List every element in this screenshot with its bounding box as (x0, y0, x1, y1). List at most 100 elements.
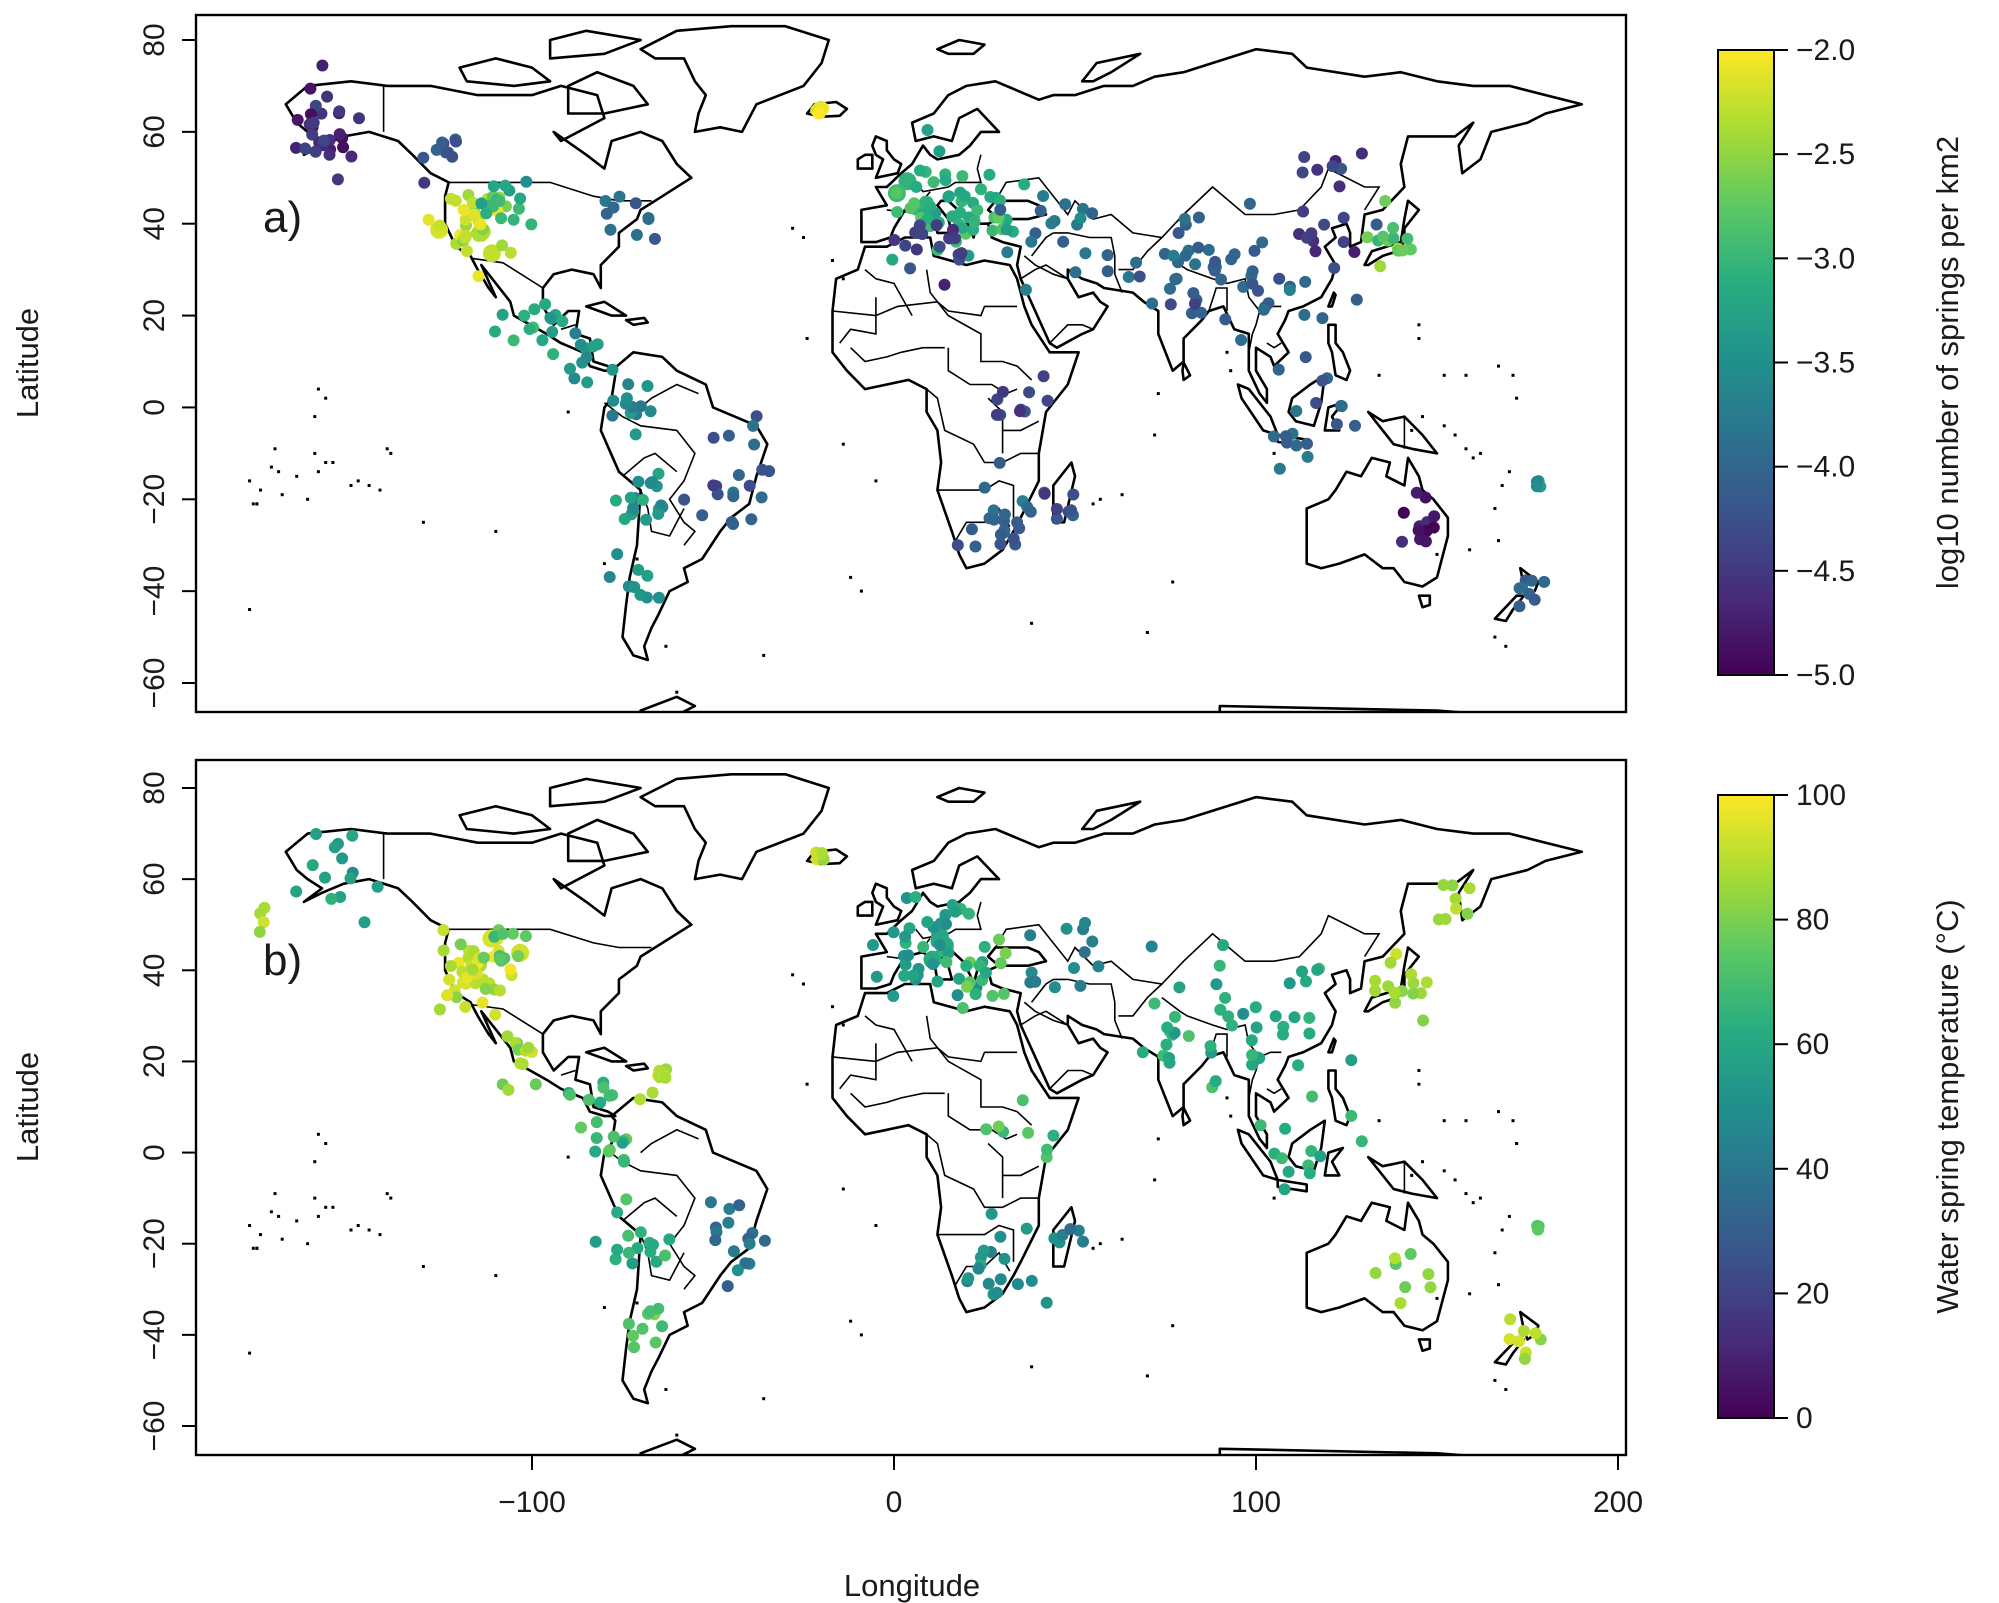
spring-point (942, 946, 955, 959)
spring-point (437, 924, 450, 937)
spring-point (626, 1257, 639, 1270)
spring-point (962, 1272, 975, 1285)
spring-point (1504, 1313, 1517, 1326)
spring-point (971, 204, 984, 217)
spring-point (1161, 1021, 1174, 1034)
island-marker (1120, 1237, 1124, 1241)
spring-point (337, 141, 350, 154)
x-axis: −100 0 100 200 (206, 1454, 1643, 1519)
island-marker (277, 470, 281, 474)
spring-point (433, 219, 446, 232)
spring-point (1449, 892, 1462, 905)
spring-point (707, 431, 720, 444)
landmass-outline (1366, 410, 1439, 455)
spring-point (886, 253, 899, 266)
country-border (994, 914, 1381, 985)
spring-point (812, 107, 825, 120)
spring-point (888, 234, 901, 246)
spring-point (496, 239, 509, 252)
spring-point (931, 975, 944, 988)
spring-point (743, 1237, 756, 1250)
spring-point (991, 1286, 1003, 1299)
spring-point (1277, 1028, 1289, 1041)
spring-point (316, 59, 329, 72)
island-marker (1497, 1110, 1500, 1114)
spring-point (1333, 180, 1346, 193)
island-marker (1377, 1119, 1381, 1123)
spring-point (1256, 236, 1269, 249)
spring-point (333, 128, 346, 141)
spring-point (1419, 535, 1432, 548)
spring-point (1101, 249, 1114, 262)
colorbar-tick-label: −3.5 (1796, 347, 1855, 380)
spring-point (636, 493, 649, 506)
spring-point (960, 959, 973, 972)
island-marker (1453, 1178, 1457, 1182)
spring-point (968, 216, 981, 228)
country-border (1266, 342, 1282, 349)
spring-point (743, 479, 756, 492)
spring-point (939, 908, 952, 921)
spring-point (607, 394, 620, 407)
island-marker (331, 1205, 335, 1209)
spring-point (910, 180, 923, 193)
spring-point (512, 950, 525, 963)
spring-point (1248, 244, 1261, 257)
island-marker (1417, 1082, 1421, 1086)
spring-point (1311, 163, 1324, 176)
spring-point (998, 508, 1011, 521)
spring-point (346, 829, 359, 842)
x-tick-label: 200 (1593, 1486, 1643, 1519)
island-marker (494, 529, 498, 533)
island-marker (277, 1214, 281, 1218)
spring-point (972, 1262, 985, 1275)
spring-point (547, 348, 560, 361)
spring-point (1318, 218, 1331, 231)
island-marker (859, 589, 863, 593)
spring-point (590, 1132, 603, 1144)
island-marker (421, 520, 425, 524)
spring-point (985, 1207, 998, 1220)
spring-point (908, 197, 921, 210)
island-marker (324, 1142, 328, 1145)
colorbar-tick-label: 20 (1796, 1277, 1829, 1310)
spring-temperature-points (253, 828, 1547, 1365)
country-border (1020, 264, 1069, 280)
spring-point (1513, 582, 1526, 595)
spring-point (1148, 997, 1161, 1010)
landmass-outline (1323, 401, 1345, 432)
landmass-outline (1080, 800, 1142, 831)
island-marker (849, 575, 853, 579)
spring-point (1330, 418, 1343, 431)
country-border (621, 452, 678, 477)
spring-point (723, 1202, 736, 1215)
spring-point (644, 1305, 657, 1318)
country-border (839, 297, 877, 344)
landmass-outline (624, 1062, 650, 1072)
spring-point (539, 298, 552, 311)
country-border (640, 1128, 699, 1154)
island-marker (295, 1219, 299, 1223)
spring-point (1029, 975, 1042, 988)
spring-point (474, 218, 487, 231)
spring-point (1446, 879, 1459, 892)
landmass-outline (639, 695, 697, 712)
island-marker (389, 1196, 393, 1200)
spring-point (977, 1244, 990, 1257)
landmass-outline (639, 773, 831, 881)
y-tick-label: −20 (138, 474, 171, 525)
island-marker (635, 1301, 639, 1305)
island-marker (1030, 1365, 1034, 1369)
spring-point (1407, 977, 1420, 990)
island-marker (762, 653, 766, 657)
country-border (937, 1224, 1015, 1262)
spring-point (1345, 1109, 1358, 1122)
island-marker (1225, 350, 1229, 354)
island-marker (356, 1224, 360, 1227)
country-border (640, 383, 699, 409)
spring-point (956, 222, 969, 234)
colorbar-tick-label: 100 (1796, 779, 1846, 812)
island-marker (1229, 1114, 1233, 1118)
spring-point (641, 569, 654, 582)
spring-point (958, 190, 971, 203)
